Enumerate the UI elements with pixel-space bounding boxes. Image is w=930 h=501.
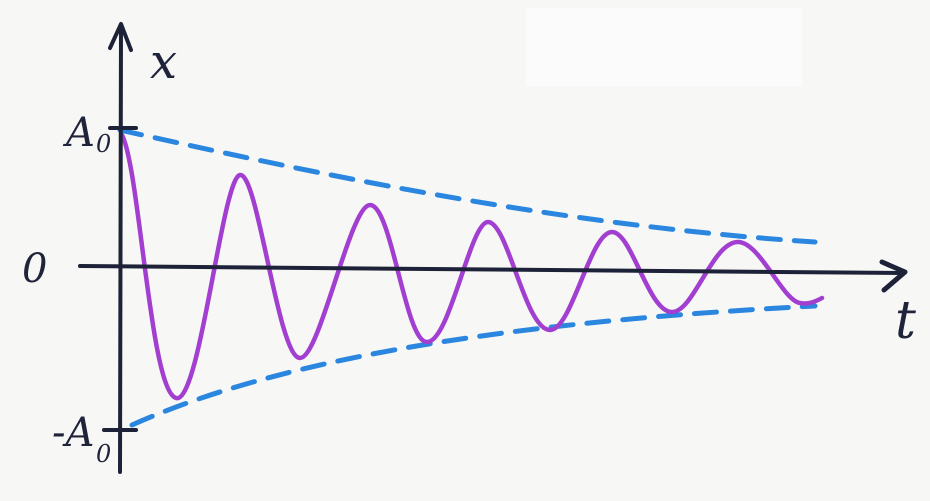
vertical-x-axis: [118, 24, 123, 474]
horizontal-t-axis: [78, 264, 902, 275]
horizontal-axis-arrowhead: [879, 259, 908, 293]
t-axis-label: t: [895, 291, 916, 351]
vertical-axis-arrowhead: [108, 22, 133, 52]
upper-envelope-dashed-line: [117, 127, 818, 245]
damped-oscillation-curve: [119, 132, 825, 401]
amplitude-negative-label: -A: [52, 410, 94, 456]
x-axis-label: x: [150, 34, 177, 90]
amplitude-positive-subscript: 0: [96, 130, 111, 158]
blank-patch: [526, 8, 802, 86]
origin-label: 0: [22, 246, 47, 292]
lower-envelope-dashed-line: [129, 303, 818, 428]
amplitude-positive-label: A: [62, 110, 95, 156]
amplitude-negative-subscript: 0: [96, 440, 111, 468]
